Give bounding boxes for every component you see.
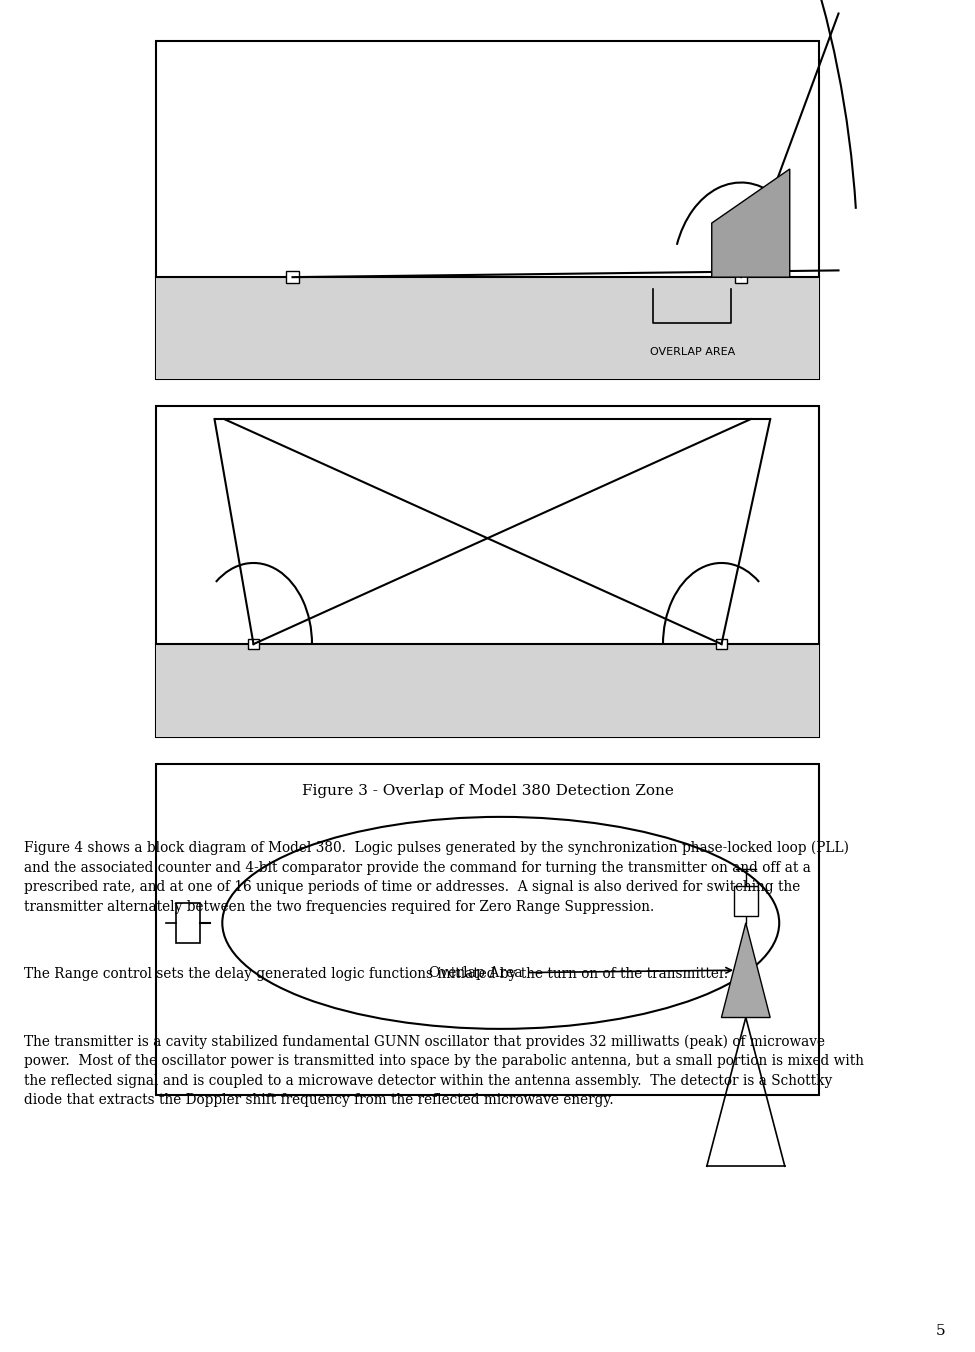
Bar bbox=[156, 277, 819, 379]
Bar bbox=[248, 638, 259, 649]
Text: OVERLAP AREA: OVERLAP AREA bbox=[649, 347, 735, 357]
Bar bbox=[735, 272, 747, 283]
Bar bbox=[156, 764, 819, 1095]
Bar bbox=[156, 41, 819, 379]
Bar bbox=[156, 406, 819, 737]
Text: The transmitter is a cavity stabilized fundamental GUNN oscillator that provides: The transmitter is a cavity stabilized f… bbox=[24, 1034, 865, 1107]
Text: Overlap Area: Overlap Area bbox=[429, 965, 523, 980]
Bar bbox=[734, 887, 758, 917]
Text: Figure 3 - Overlap of Model 380 Detection Zone: Figure 3 - Overlap of Model 380 Detectio… bbox=[301, 784, 674, 798]
Polygon shape bbox=[722, 923, 770, 1018]
Bar bbox=[716, 638, 727, 649]
Polygon shape bbox=[712, 169, 790, 277]
Bar bbox=[287, 272, 298, 283]
Bar bbox=[176, 903, 200, 944]
Bar bbox=[156, 644, 819, 737]
Text: Figure 4 shows a block diagram of Model 380.  Logic pulses generated by the sync: Figure 4 shows a block diagram of Model … bbox=[24, 841, 849, 914]
Text: The Range control sets the delay generated logic functions initiated by the turn: The Range control sets the delay generat… bbox=[24, 967, 728, 980]
Text: 5: 5 bbox=[936, 1325, 946, 1338]
